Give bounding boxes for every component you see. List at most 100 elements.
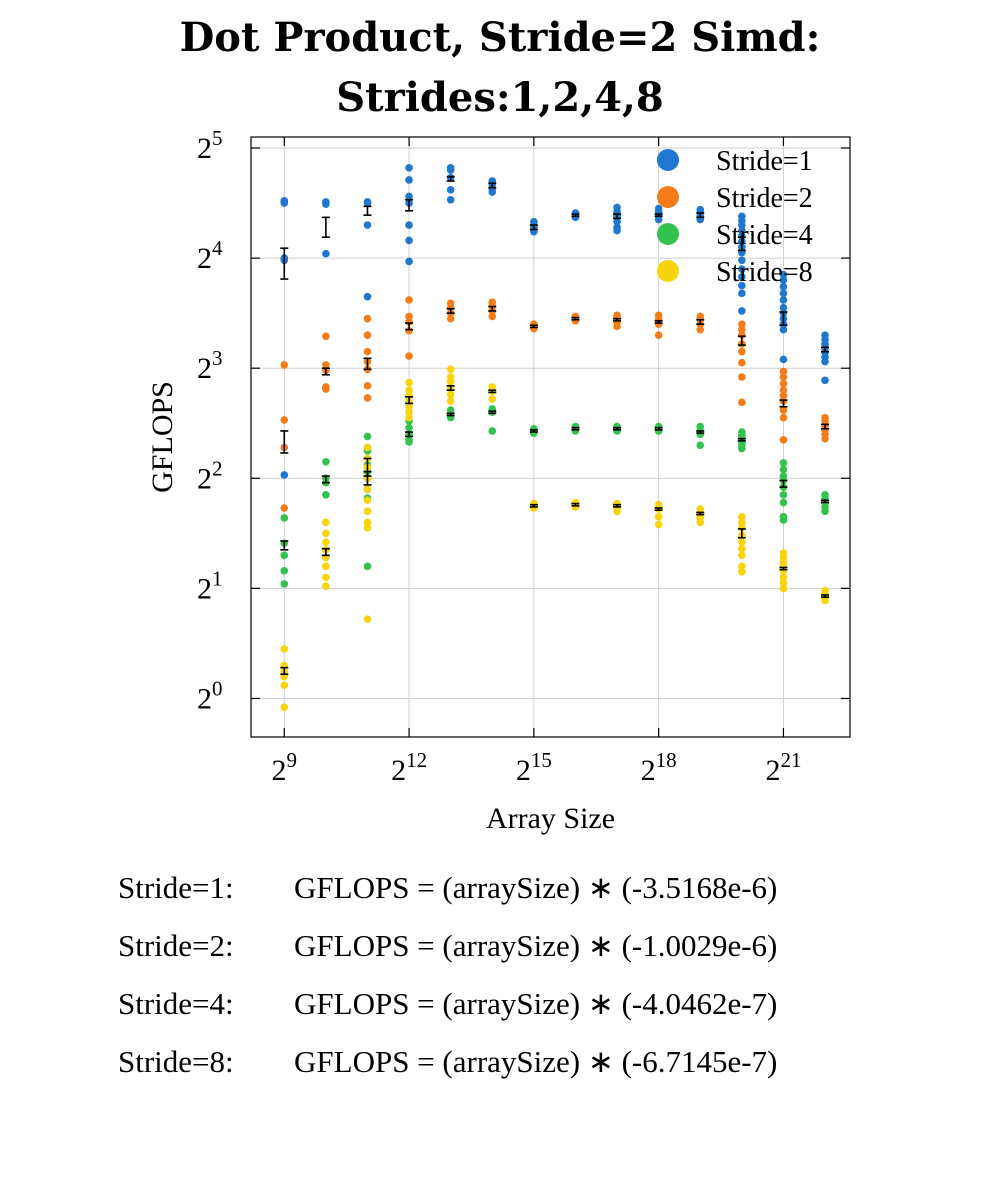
data-point: [779, 325, 788, 334]
data-point: [779, 367, 788, 376]
legend-marker: [657, 260, 679, 282]
data-point: [363, 314, 372, 323]
y-tick-label: 25: [197, 126, 223, 165]
data-point: [363, 496, 372, 505]
data-point: [779, 465, 788, 474]
y-tick-label: 21: [197, 566, 223, 605]
data-point: [738, 256, 746, 265]
data-point: [738, 513, 746, 521]
data-point: [779, 270, 788, 279]
x-tick-label: 29: [272, 748, 298, 787]
data-point: [738, 289, 746, 298]
data-point: [779, 406, 788, 414]
x-axis-label: Array Size: [486, 802, 615, 835]
data-point: [363, 432, 372, 441]
data-point: [696, 441, 705, 450]
chart-title: Dot Product, Stride=2 Simd: Strides:1,2,…: [0, 8, 1000, 128]
data-point: [322, 385, 330, 393]
data-point: [280, 361, 289, 369]
data-point: [280, 580, 289, 588]
data-point: [779, 391, 788, 400]
data-point: [405, 402, 413, 411]
data-point: [363, 331, 372, 339]
data-point: [738, 444, 746, 453]
data-point: [405, 221, 413, 229]
data-point: [446, 377, 455, 386]
data-point: [738, 347, 746, 356]
data-point: [405, 296, 413, 304]
data-point: [613, 322, 621, 331]
data-point: [821, 376, 829, 385]
data-point: [405, 408, 413, 417]
equation-formula: GFLOPS = (arraySize) ∗ (-3.5168e-6): [294, 870, 778, 905]
data-point: [779, 516, 788, 524]
legend: Stride=1 Stride=2 Stride=4 Stride=8: [657, 146, 813, 288]
legend-label: Stride=2: [716, 183, 813, 214]
data-point: [654, 520, 663, 529]
data-point: [405, 352, 413, 360]
data-point: [405, 423, 413, 432]
data-point: [779, 386, 788, 395]
data-point: [613, 217, 621, 226]
data-point: [405, 176, 413, 184]
data-point: [779, 276, 788, 284]
data-point: [363, 562, 372, 571]
data-point: [363, 485, 372, 494]
data-point: [613, 226, 621, 235]
data-point: [363, 199, 372, 207]
data-point: [738, 226, 746, 235]
data-point: [779, 490, 788, 499]
y-axis-label: GFLOPS: [146, 381, 179, 493]
x-tick-label: 221: [765, 748, 801, 787]
data-point: [821, 507, 829, 516]
x-tick-label: 212: [391, 748, 427, 787]
data-point: [779, 573, 788, 582]
data-point: [696, 325, 705, 334]
data-point: [405, 312, 413, 321]
data-point: [654, 215, 663, 224]
data-point: [405, 386, 413, 395]
data-point: [446, 397, 455, 406]
data-point: [779, 303, 788, 312]
data-point: [446, 390, 455, 399]
data-point: [779, 282, 788, 291]
equation-formula: GFLOPS = (arraySize) ∗ (-1.0029e-6): [294, 928, 778, 963]
data-point: [738, 538, 746, 546]
y-tick-label: 22: [197, 456, 223, 495]
y-tick-label: 23: [197, 346, 223, 385]
data-point: [446, 314, 455, 323]
data-point: [779, 579, 788, 587]
data-point: [696, 518, 705, 527]
data-point: [446, 365, 455, 374]
data-point: [779, 584, 788, 593]
equation-label: Stride=8:: [118, 1044, 234, 1079]
data-point: [280, 471, 289, 479]
data-point: [280, 514, 289, 522]
data-point: [280, 551, 289, 560]
data-point: [654, 331, 663, 339]
data-point: [779, 289, 788, 298]
error-bars: [280, 175, 830, 676]
data-point: [363, 615, 372, 624]
data-point: [280, 645, 289, 653]
data-point: [363, 507, 372, 516]
legend-label: Stride=4: [716, 220, 813, 251]
data-point: [738, 398, 746, 407]
data-point: [280, 703, 289, 712]
equation-row: Stride=4: GFLOPS = (arraySize) ∗ (-4.046…: [118, 978, 918, 1036]
equation-label: Stride=4:: [118, 986, 234, 1021]
data-point: [322, 562, 330, 571]
grid-lines: [251, 137, 850, 737]
equation-label: Stride=2:: [118, 928, 234, 963]
data-point: [738, 320, 746, 328]
data-point: [405, 164, 413, 172]
data-point: [738, 544, 746, 553]
data-point: [322, 529, 330, 538]
data-point: [446, 166, 455, 174]
data-point: [363, 347, 372, 356]
data-point: [738, 273, 746, 281]
data-point: [280, 504, 289, 512]
data-point: [738, 221, 746, 229]
data-point: [488, 188, 497, 196]
plot-frame: [250, 136, 851, 738]
